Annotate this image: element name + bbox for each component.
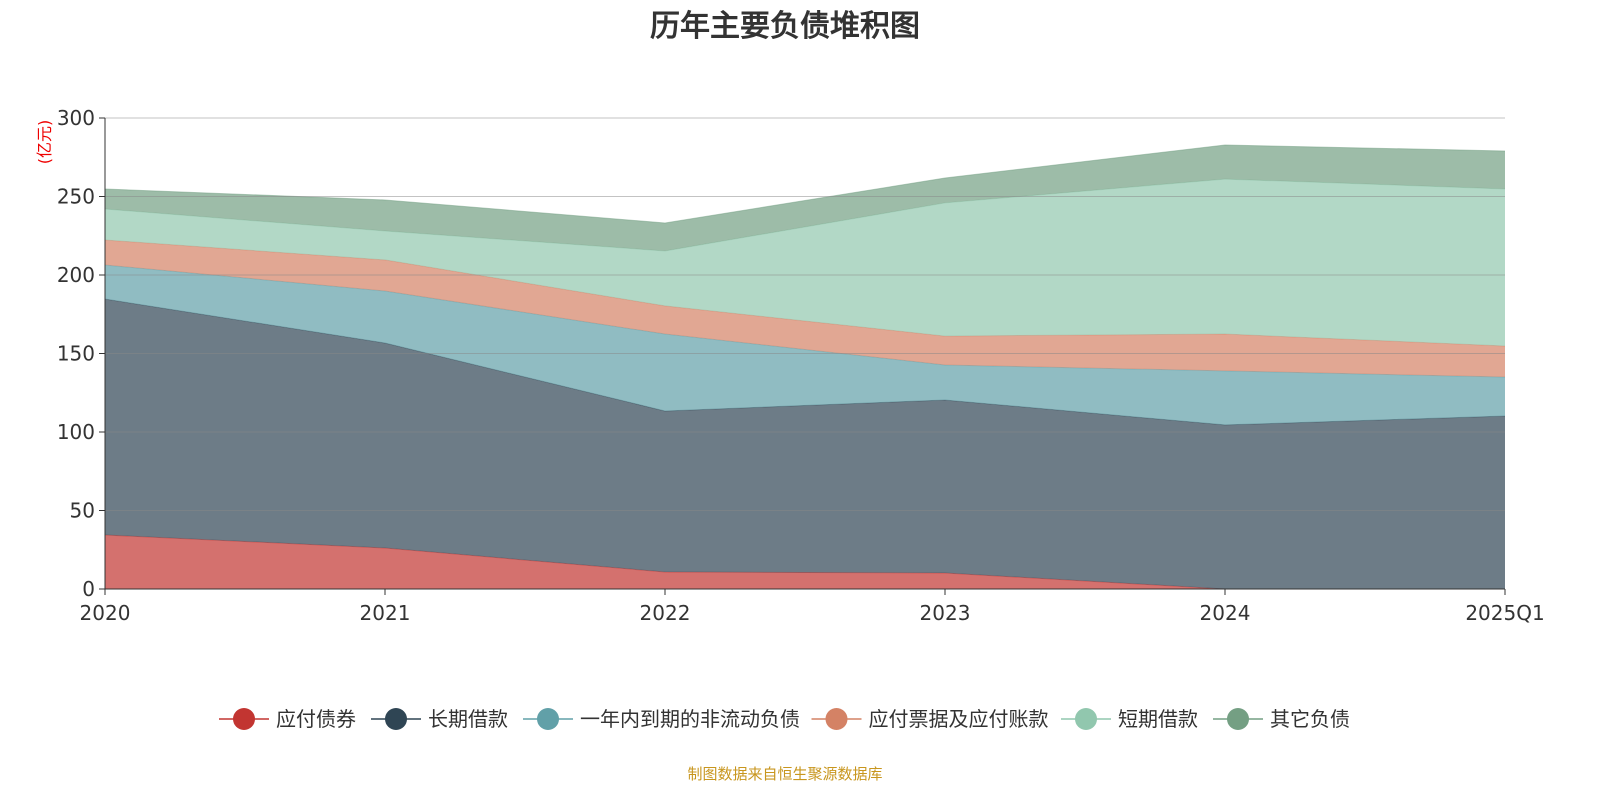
legend-label-5: 其它负债 [1270,707,1350,731]
chart-title: 历年主要负债堆积图 [650,9,920,44]
area-2 [105,264,1505,425]
y-tick-label: 300 [57,106,95,130]
y-axis-label: (亿元) [35,120,54,165]
area-0 [105,534,1505,589]
y-tick-label: 150 [57,342,95,366]
legend-marker-2 [537,708,559,730]
x-tick-label: 2023 [920,601,971,625]
legend-label-2: 一年内到期的非流动负债 [580,707,800,731]
x-tick-label: 2021 [360,601,411,625]
y-tick-label: 200 [57,263,95,287]
x-tick-label: 2022 [640,601,691,625]
legend-marker-4 [1075,708,1097,730]
y-tick-label: 50 [70,499,95,523]
legend-marker-3 [825,708,848,730]
source-note: 制图数据来自恒生聚源数据库 [687,765,883,783]
x-tick-label: 2024 [1200,601,1251,625]
legend-label-3: 应付票据及应付账款 [869,707,1049,731]
legend-label-1: 长期借款 [428,707,508,731]
y-tick-label: 250 [57,185,95,209]
legend-marker-5 [1227,708,1249,730]
legend-label-4: 短期借款 [1118,707,1198,731]
area-5 [105,145,1505,251]
area-4 [105,179,1505,346]
line-5 [104,144,1506,224]
x-tick-label: 2020 [80,601,131,625]
y-tick-label: 100 [57,420,95,444]
x-tick-label: 2025Q1 [1465,601,1544,625]
legend-marker-1 [385,708,407,730]
area-3 [105,239,1505,378]
legend-marker-0 [233,708,255,730]
line-2 [104,264,1506,378]
legend-label-0: 应付债券 [276,707,356,731]
y-tick-label: 0 [82,577,95,601]
area-1 [105,299,1505,589]
